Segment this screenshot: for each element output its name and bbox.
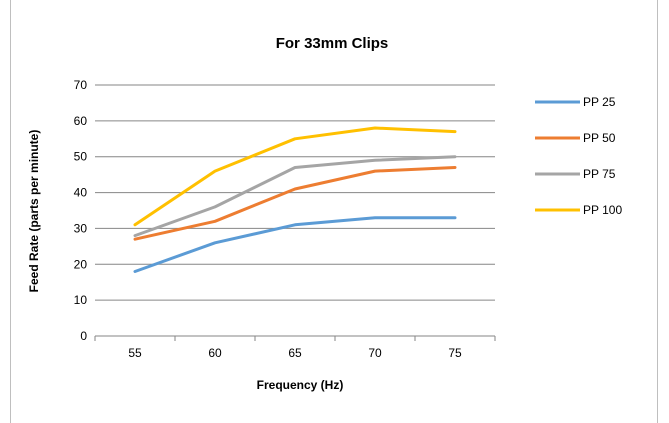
series-line-pp-100	[133, 126, 457, 227]
y-tick-label: 60	[74, 114, 88, 128]
y-axis-label: Feed Rate (parts per minute)	[27, 130, 41, 293]
y-tick-label: 20	[74, 257, 88, 271]
legend-label: PP 100	[583, 203, 622, 217]
y-tick-label: 50	[74, 150, 88, 164]
axes: 0 10 20 30 40 50 60 70 55 60 65 70 75	[74, 78, 496, 360]
x-axis-label: Frequency (Hz)	[257, 378, 344, 392]
x-tick-label: 70	[368, 346, 382, 360]
y-tick-label: 30	[74, 221, 88, 235]
y-tick-label: 40	[74, 186, 88, 200]
legend-item: PP 75	[535, 167, 616, 181]
series-line-pp-50	[133, 166, 457, 241]
series-lines	[133, 126, 457, 273]
legend-label: PP 75	[583, 167, 616, 181]
x-tick-label: 65	[288, 346, 302, 360]
legend-label: PP 25	[583, 95, 616, 109]
legend-label: PP 50	[583, 131, 616, 145]
legend-item: PP 50	[535, 131, 616, 145]
x-tick-label: 55	[128, 346, 142, 360]
gridlines	[95, 84, 495, 337]
series-line-pp-25	[133, 216, 457, 273]
y-tick-label: 70	[74, 78, 88, 92]
x-tick-label: 75	[448, 346, 462, 360]
y-tick-label: 0	[80, 329, 87, 343]
legend-item: PP 100	[535, 203, 622, 217]
legend-item: PP 25	[535, 95, 616, 109]
chart-title: For 33mm Clips	[276, 35, 389, 52]
y-tick-label: 10	[74, 293, 88, 307]
chart-frame	[10, 0, 658, 423]
legend: PP 25 PP 50 PP 75 PP 100	[535, 95, 622, 217]
x-tick-label: 60	[208, 346, 222, 360]
series-line-pp-75	[133, 155, 457, 238]
